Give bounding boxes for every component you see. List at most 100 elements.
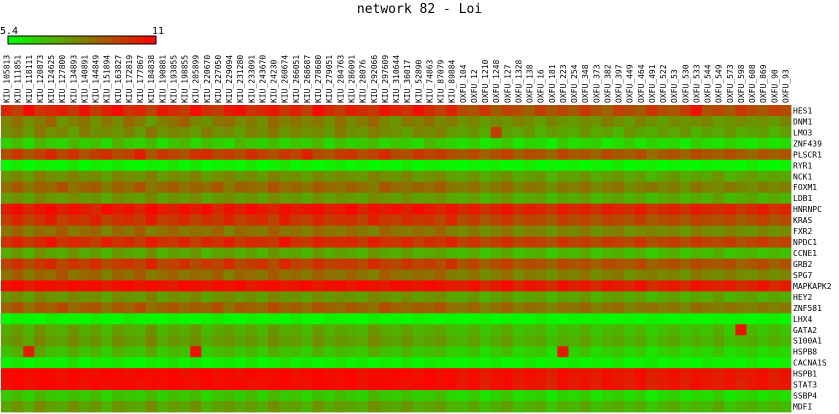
heatmap-cell <box>78 368 91 380</box>
heatmap-cell <box>379 236 391 248</box>
heatmap-cell <box>479 291 491 303</box>
heatmap-cell <box>434 313 447 325</box>
heatmap-cell <box>45 335 58 347</box>
heatmap-cell <box>546 379 558 391</box>
heatmap-cell <box>179 225 191 237</box>
heatmap-cell <box>279 126 291 139</box>
heatmap-cell <box>768 291 781 303</box>
heatmap-cell <box>601 335 614 347</box>
heatmap-cell <box>23 335 35 347</box>
heatmap-cell <box>657 159 670 172</box>
heatmap-cell <box>123 368 135 380</box>
heatmap-cell <box>123 302 135 314</box>
heatmap-cell <box>713 247 725 259</box>
heatmap-cell <box>268 280 280 292</box>
heatmap-cell <box>345 368 358 380</box>
heatmap-cell <box>546 291 558 303</box>
row-label: NPDC1 <box>793 238 817 247</box>
heatmap-cell <box>523 291 536 303</box>
heatmap-cell <box>179 181 191 194</box>
heatmap-cell <box>123 115 135 128</box>
heatmap-cell <box>312 302 325 314</box>
heatmap-cell <box>446 148 458 161</box>
heatmap-cell <box>245 126 258 139</box>
heatmap-cell <box>12 401 24 413</box>
heatmap-cell <box>234 181 247 194</box>
heatmap-cell <box>112 126 124 139</box>
heatmap-cell <box>657 302 670 314</box>
heatmap-cell <box>301 170 313 183</box>
heatmap-cell <box>145 302 158 314</box>
heatmap-cell <box>724 126 736 139</box>
heatmap-cell <box>701 335 714 347</box>
heatmap-cell <box>78 203 91 216</box>
heatmap-cell <box>101 159 113 172</box>
heatmap-cell <box>713 126 725 139</box>
heatmap-cell <box>423 357 436 369</box>
heatmap-cell <box>523 269 536 281</box>
heatmap-cell <box>490 313 503 325</box>
heatmap-cell <box>368 379 380 391</box>
heatmap-cell <box>557 302 569 314</box>
heatmap-cell <box>401 170 414 183</box>
heatmap-cell <box>579 105 592 117</box>
heatmap-cell <box>446 368 458 380</box>
heatmap-cell <box>657 214 670 226</box>
heatmap-cell <box>412 302 425 314</box>
heatmap-cell <box>612 357 625 369</box>
heatmap-cell <box>690 269 703 281</box>
heatmap-cell <box>646 148 658 161</box>
heatmap-cell <box>234 335 247 347</box>
heatmap-cell <box>256 236 269 248</box>
heatmap-cell <box>434 291 447 303</box>
heatmap-cell <box>212 192 224 205</box>
heatmap-cell <box>601 313 614 325</box>
heatmap-cell <box>635 181 647 194</box>
column-label: KIU_229094 <box>225 55 234 103</box>
heatmap-cell <box>423 258 436 270</box>
heatmap-cell <box>412 236 425 248</box>
column-label: OXFU_1248 <box>492 59 501 103</box>
heatmap-cell <box>779 236 792 248</box>
heatmap-cell <box>123 225 135 237</box>
heatmap-cell <box>390 192 402 205</box>
heatmap-cell <box>23 357 35 369</box>
heatmap-cell <box>78 181 91 194</box>
heatmap-cell <box>156 214 169 226</box>
heatmap-cell <box>312 214 325 226</box>
heatmap-cell <box>457 269 469 281</box>
heatmap-cell <box>701 401 714 413</box>
heatmap-cell <box>234 247 247 259</box>
heatmap-cell <box>1 357 13 369</box>
heatmap-cell <box>45 115 58 128</box>
heatmap-cell <box>501 170 514 183</box>
heatmap-cell <box>546 280 558 292</box>
heatmap-cell <box>334 258 347 270</box>
heatmap-cell <box>268 181 280 194</box>
heatmap-cell <box>1 291 13 303</box>
heatmap-cell <box>301 368 313 380</box>
heatmap-cell <box>668 181 681 194</box>
heatmap-cell <box>624 105 636 117</box>
heatmap-cell <box>390 170 402 183</box>
heatmap-cell <box>512 115 525 128</box>
heatmap-cell <box>167 247 180 259</box>
heatmap-cell <box>223 236 236 248</box>
heatmap-cell <box>590 313 603 325</box>
row-label: KRAS <box>793 216 812 225</box>
heatmap-cell <box>56 357 69 369</box>
heatmap-cell <box>768 247 781 259</box>
heatmap-cell <box>768 225 781 237</box>
heatmap-cell <box>401 105 414 117</box>
heatmap-cell <box>1 170 13 183</box>
heatmap-cell <box>201 335 213 347</box>
heatmap-cell <box>334 225 347 237</box>
heatmap-cell <box>690 357 703 369</box>
heatmap-cell <box>512 269 525 281</box>
column-label: KIU_120873 <box>36 55 45 103</box>
heatmap-cell <box>390 368 402 380</box>
heatmap-cell <box>357 225 369 237</box>
heatmap-cell <box>579 401 592 413</box>
heatmap-cell <box>612 148 625 161</box>
heatmap-cell <box>67 148 80 161</box>
